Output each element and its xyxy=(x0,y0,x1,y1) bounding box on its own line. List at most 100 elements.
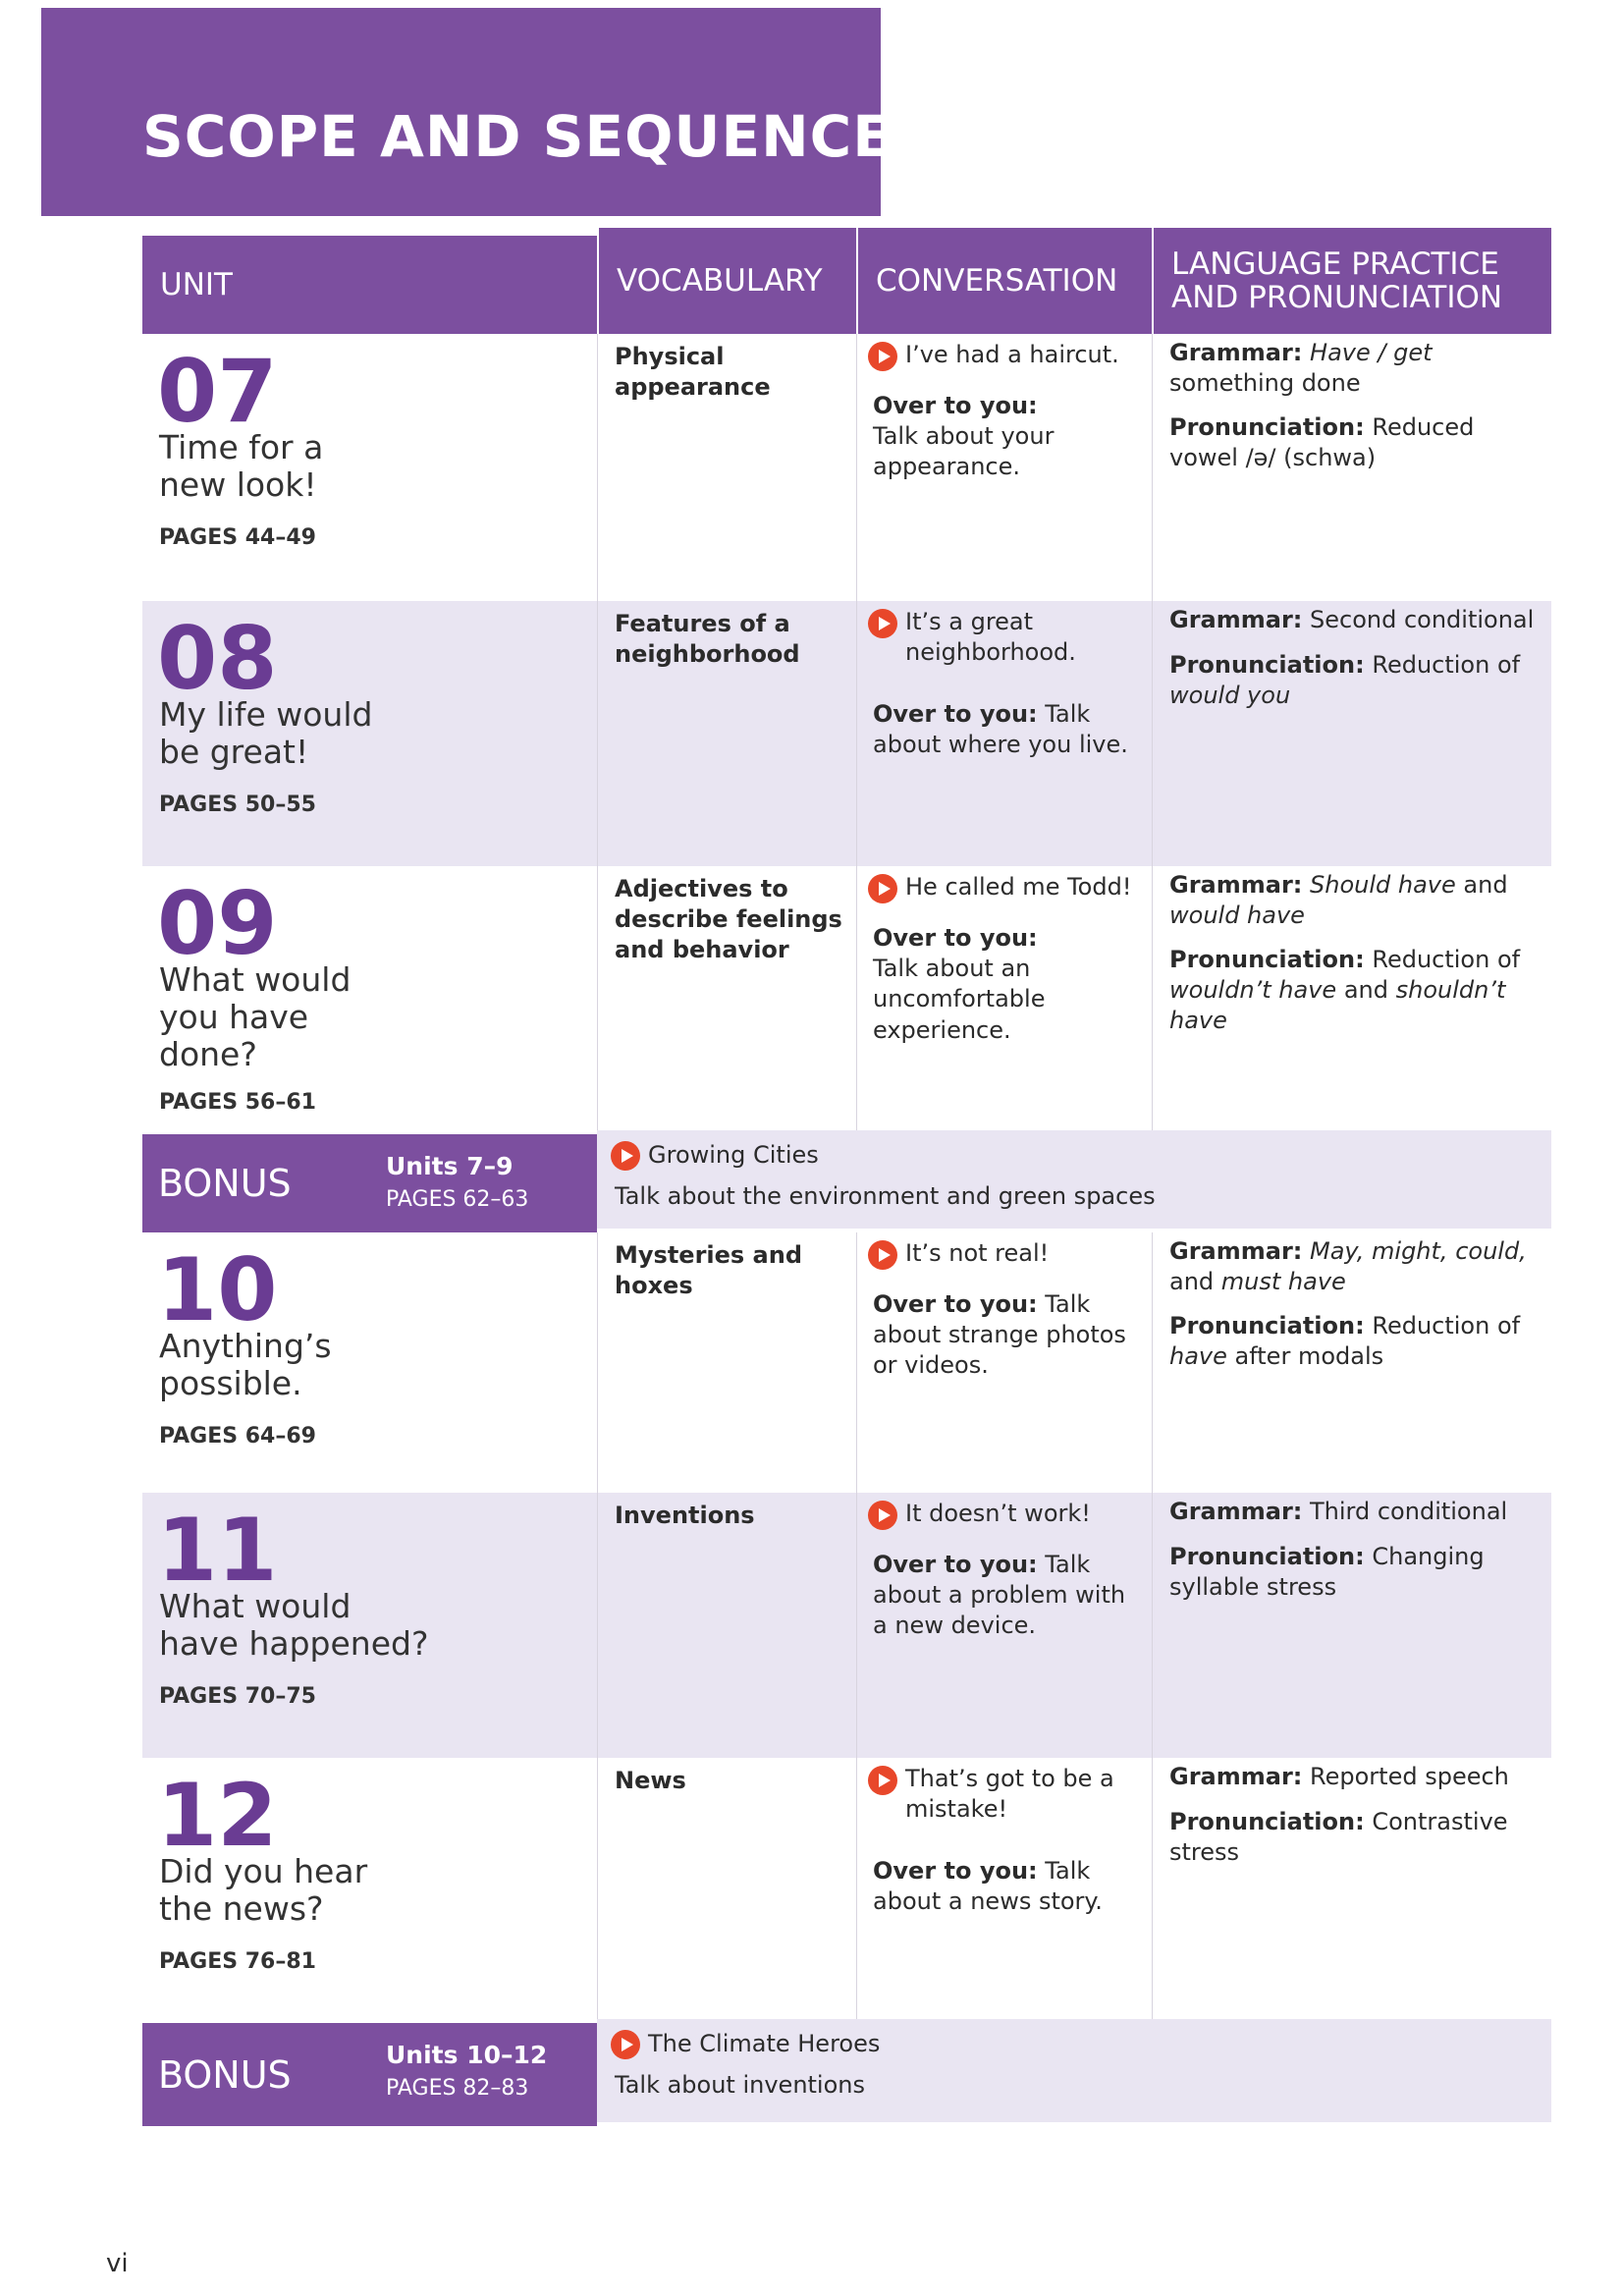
text-block: Pronunciation: Changing syllable stress xyxy=(1169,1542,1542,1603)
vocabulary: Physical appearance xyxy=(615,343,771,402)
text-block: Pronunciation: Contrastive stress xyxy=(1169,1807,1542,1868)
vocabulary: News xyxy=(615,1767,686,1794)
text-block: Grammar: Reported speech xyxy=(1169,1762,1542,1792)
conversation-title: It doesn’t work! xyxy=(905,1500,1091,1527)
header-band xyxy=(41,8,881,216)
play-icon xyxy=(868,342,897,371)
bonus-label: BONUS xyxy=(158,2052,292,2097)
bonus-units: Units 10–12 xyxy=(386,2041,548,2069)
column-rule xyxy=(1152,866,1153,1134)
text: must have xyxy=(1220,1268,1346,1296)
conversation: It’s a great neighborhood. xyxy=(868,607,1144,668)
text: Reduced vowel /ə/ (schwa) xyxy=(1169,413,1475,472)
column-rule xyxy=(597,334,598,601)
bonus-pages: PAGES 82–83 xyxy=(386,2076,529,2101)
text: would you xyxy=(1169,682,1291,710)
text: wouldn’t have xyxy=(1169,976,1337,1005)
vocabulary: Adjectives to describe feelings and beha… xyxy=(615,875,842,964)
column-header: VOCABULARY xyxy=(599,228,856,334)
over-label: Over to you: xyxy=(873,1290,1038,1318)
column-header: CONVERSATION xyxy=(858,228,1152,334)
play-icon xyxy=(611,1141,640,1171)
over-label: Over to you: xyxy=(873,392,1038,419)
text: shouldn’t have xyxy=(1169,976,1506,1035)
unit-number: 10 xyxy=(157,1239,278,1340)
bonus-band xyxy=(597,2019,1551,2122)
page-title: SCOPE AND SEQUENCE xyxy=(142,103,893,170)
column-rule xyxy=(597,601,598,866)
text-block: Pronunciation: Reduction of wouldn’t hav… xyxy=(1169,945,1542,1037)
conversation: It doesn’t work! xyxy=(868,1499,1144,1530)
label: Pronunciation: xyxy=(1169,1543,1365,1570)
unit-title: Time for a new look! xyxy=(159,428,324,504)
unit-number: 09 xyxy=(157,873,278,974)
text: and xyxy=(1463,871,1508,899)
play-icon xyxy=(868,609,897,638)
task: Talk about inventions xyxy=(615,2071,865,2099)
text-block: Grammar: Third conditional xyxy=(1169,1497,1542,1527)
text: have xyxy=(1169,1342,1227,1371)
text: Should have xyxy=(1310,871,1456,899)
conversation: He called me Todd! xyxy=(868,872,1144,903)
over-text: Talk about a problem with a new device. xyxy=(873,1551,1126,1640)
column-rule xyxy=(856,601,857,866)
label: Pronunciation: xyxy=(1169,413,1365,441)
bonus-cell xyxy=(142,2023,597,2126)
vocabulary: Features of a neighborhood xyxy=(615,610,800,669)
unit-pages: PAGES 76–81 xyxy=(159,1949,316,1974)
over-label: Over to you: xyxy=(873,700,1038,728)
column-rule xyxy=(597,866,598,1134)
column-rule xyxy=(1152,601,1153,866)
column-rule xyxy=(597,1758,598,2023)
over-text: Talk about strange photos or videos. xyxy=(873,1290,1126,1380)
text: Reduction of xyxy=(1372,1312,1521,1339)
over-text: Talk about your appearance. xyxy=(873,422,1055,481)
over-to-you: Over to you: Talk about your appearance. xyxy=(873,391,1145,483)
unit-title: Anything’s possible. xyxy=(159,1327,332,1402)
over-to-you: Over to you: Talk about where you live. xyxy=(873,699,1145,760)
page-number: vi xyxy=(106,2249,129,2278)
text: and xyxy=(1169,1268,1215,1296)
text-block: Pronunciation: Reduction of would you xyxy=(1169,650,1542,711)
label: Grammar: xyxy=(1169,339,1303,366)
text-block: Grammar: Second conditional xyxy=(1169,605,1542,635)
conversation: That’s got to be a mistake! xyxy=(868,1764,1144,1825)
conversation-title: It’s a great neighborhood. xyxy=(905,608,1076,667)
video-title: Growing Cities xyxy=(648,1141,819,1169)
text: Contrastive stress xyxy=(1169,1808,1508,1867)
text: Reduction of xyxy=(1372,651,1521,679)
bonus-pages: PAGES 62–63 xyxy=(386,1187,529,1212)
unit-title: My life would be great! xyxy=(159,695,373,771)
video-title: The Climate Heroes xyxy=(648,2030,881,2057)
label: Pronunciation: xyxy=(1169,1312,1365,1339)
play-icon xyxy=(868,874,897,903)
text-block: Pronunciation: Reduced vowel /ə/ (schwa) xyxy=(1169,412,1542,473)
text-block: Grammar: Have / get something done xyxy=(1169,338,1542,399)
label: Grammar: xyxy=(1169,1237,1303,1265)
text: Changing syllable stress xyxy=(1169,1543,1485,1602)
text: and xyxy=(1343,976,1388,1005)
text: May, might, could, xyxy=(1310,1237,1527,1265)
text: something done xyxy=(1169,369,1361,398)
over-text: Talk about a news story. xyxy=(873,1857,1103,1916)
unit-number: 08 xyxy=(157,608,278,709)
bonus-label: BONUS xyxy=(158,1162,292,1205)
column-rule xyxy=(1152,1232,1153,1493)
column-rule xyxy=(1152,334,1153,601)
text-block: Pronunciation: Reduction of have after m… xyxy=(1169,1311,1542,1372)
column-rule xyxy=(856,866,857,1134)
over-label: Over to you: xyxy=(873,1551,1038,1578)
text: Second conditional xyxy=(1310,606,1535,633)
column-rule xyxy=(1152,1493,1153,1758)
text: Have / get xyxy=(1310,339,1433,366)
text-block: Grammar: May, might, could, and must hav… xyxy=(1169,1236,1542,1297)
over-to-you: Over to you: Talk about a news story. xyxy=(873,1856,1145,1917)
column-rule xyxy=(597,1493,598,1758)
label: Grammar: xyxy=(1169,1498,1303,1525)
over-text: Talk about where you live. xyxy=(873,700,1128,759)
conversation-title: It’s not real! xyxy=(905,1239,1050,1267)
bonus-units: Units 7–9 xyxy=(386,1152,514,1180)
text: would have xyxy=(1169,902,1305,930)
play-icon xyxy=(868,1501,897,1530)
